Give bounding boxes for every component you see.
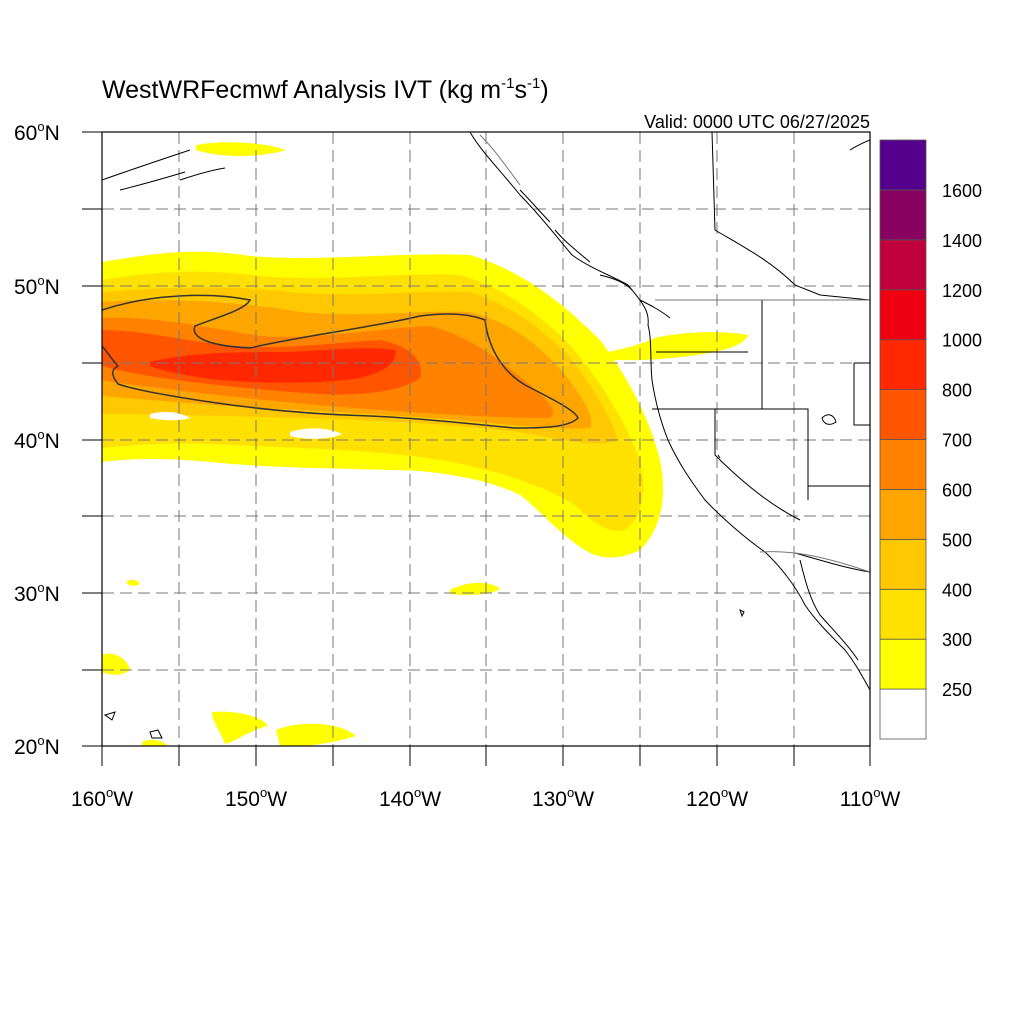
map-title: WestWRFecmwf Analysis IVT (kg m-1s-1)	[102, 75, 549, 104]
ivt-patch-south-3	[212, 711, 268, 744]
colorbar-swatch	[879, 389, 927, 440]
colorbar-swatch	[879, 239, 927, 291]
colorbar-swatch	[879, 139, 927, 191]
lat-label-20: 20oN	[14, 733, 60, 759]
ivt-patch-south-1	[450, 582, 500, 595]
colorbar: 250 300 400 500 600 700 800 1000 1200 1400 1600	[879, 139, 982, 740]
colorbar-swatch	[879, 588, 927, 640]
state-borders	[652, 300, 870, 573]
colorbar-swatch	[879, 688, 927, 740]
valid-time-label: Valid: 0000 UTC 06/27/2025	[644, 112, 870, 132]
colorbar-label: 1400	[942, 231, 982, 251]
colorbar-swatch	[879, 638, 927, 690]
colorbar-label: 1000	[942, 331, 982, 351]
lat-label-40: 40oN	[14, 427, 60, 453]
lat-label-30: 30oN	[14, 580, 60, 606]
ivt-band-800	[150, 348, 396, 383]
ivt-shaded-field	[102, 142, 748, 746]
lon-label-110w: 110oW	[840, 785, 901, 811]
axis-ticks	[82, 131, 871, 766]
colorbar-swatch	[879, 339, 927, 390]
ivt-gap-2	[150, 411, 190, 421]
coastlines	[102, 132, 870, 739]
country-borders	[479, 134, 870, 573]
lon-label-150w: 150oW	[225, 785, 287, 811]
colorbar-label: 300	[942, 630, 972, 650]
lat-label-50: 50oN	[14, 273, 60, 299]
colorbar-label: 700	[942, 431, 972, 451]
graticule	[102, 132, 870, 746]
lat-label-60: 60oN	[14, 119, 60, 145]
colorbar-label: 400	[942, 580, 972, 600]
ivt-500-contour	[102, 294, 579, 429]
latitude-labels: 60oN 50oN 40oN 30oN 20oN	[14, 119, 60, 759]
lon-label-120w: 120oW	[686, 785, 748, 811]
colorbar-label: 500	[942, 530, 972, 550]
colorbar-label: 1600	[942, 181, 982, 201]
ivt-band-250-washington	[592, 332, 748, 361]
colorbar-swatch	[879, 289, 927, 341]
longitude-labels: 160oW 150oW 140oW 130oW 120oW 110oW	[71, 785, 901, 811]
ivt-patch-small-2	[142, 739, 168, 746]
colorbar-label: 600	[942, 480, 972, 500]
colorbar-label: 250	[942, 680, 972, 700]
ivt-patch-north	[196, 142, 286, 156]
colorbar-swatch	[879, 489, 927, 540]
colorbar-swatch	[879, 538, 927, 590]
ivt-gap-1	[290, 428, 342, 439]
lon-label-140w: 140oW	[379, 785, 441, 811]
ivt-patch-small-1	[126, 579, 140, 586]
lon-label-160w: 160oW	[71, 785, 133, 811]
colorbar-label: 800	[942, 381, 972, 401]
colorbar-label: 1200	[942, 281, 982, 301]
ivt-patch-south-4	[276, 723, 356, 746]
lon-label-130w: 130oW	[532, 785, 594, 811]
colorbar-swatch	[879, 439, 927, 490]
plot-area	[102, 132, 870, 746]
colorbar-swatch	[879, 189, 927, 241]
